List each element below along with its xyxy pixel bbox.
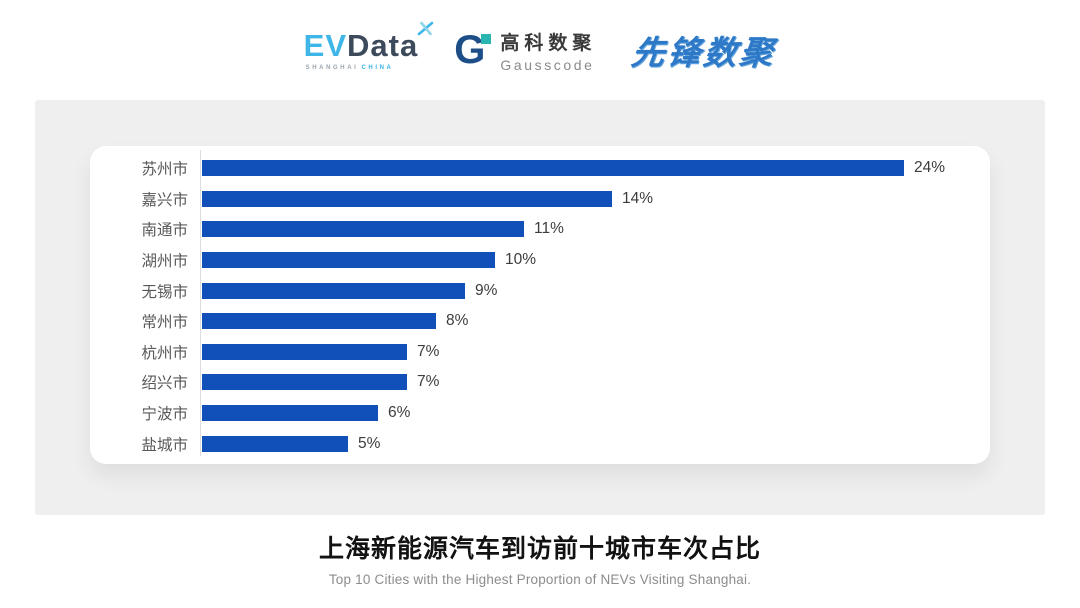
bar-chart: 苏州市 24% 嘉兴市 14% 南通市 11% 湖州市 10% 无锡市 9% 常州市 8% 杭州市 7% 绍… xyxy=(90,153,990,459)
bar xyxy=(202,435,348,452)
chart-title: 上海新能源汽车到访前十城市车次占比 xyxy=(318,535,761,563)
bar-row: 盐城市 5% xyxy=(90,428,990,459)
value-label: 7% xyxy=(417,373,440,391)
value-label: 14% xyxy=(622,189,654,207)
chart-card: 苏州市 24% 嘉兴市 14% 南通市 11% 湖州市 10% 无锡市 9% 常州市 8% 杭州市 7% 绍… xyxy=(90,146,990,464)
value-label: 6% xyxy=(388,404,411,422)
bar xyxy=(202,374,407,391)
chart-panel: 苏州市 24% 嘉兴市 14% 南通市 11% 湖州市 10% 无锡市 9% 常州市 8% 杭州市 7% 绍… xyxy=(35,100,1045,515)
evdata-wordmark: EVData xyxy=(303,21,434,63)
bar-row: 宁波市 6% xyxy=(90,398,990,429)
gausscode-text: 高科数聚 Gausscode xyxy=(500,28,596,73)
value-label: 7% xyxy=(417,342,440,360)
evdata-data-text: Data xyxy=(347,27,419,63)
category-label: 宁波市 xyxy=(141,406,188,424)
y-axis-line xyxy=(200,150,201,456)
evdata-tagline: SHANGHAI CHINA xyxy=(306,65,394,71)
gausscode-en-name: Gausscode xyxy=(500,56,595,73)
bar xyxy=(202,221,524,238)
gausscode-cn-name: 高科数聚 xyxy=(500,32,597,54)
evdata-tagline-shanghai: SHANGHAI xyxy=(305,64,359,71)
value-label: 9% xyxy=(475,281,498,299)
evdata-logo: EVData SHANGHAI CHINA xyxy=(303,21,434,71)
chart-caption: 上海新能源汽车到访前十城市车次占比 Top 10 Cities with the… xyxy=(0,529,1080,587)
bar-row: 湖州市 10% xyxy=(90,245,990,276)
bar xyxy=(202,252,495,269)
bar-row: 无锡市 9% xyxy=(90,275,990,306)
bar xyxy=(202,405,378,422)
gausscode-g-letter: G xyxy=(454,28,486,72)
gausscode-logo: G 高科数聚 Gausscode xyxy=(454,28,596,73)
category-label: 盐城市 xyxy=(141,436,188,454)
evdata-x-icon xyxy=(417,21,434,35)
category-label: 杭州市 xyxy=(141,344,188,362)
bar-row: 苏州市 24% xyxy=(90,153,990,184)
category-label: 嘉兴市 xyxy=(141,191,188,209)
bar-row: 绍兴市 7% xyxy=(90,367,990,398)
pioneer-logo: 先锋数聚 xyxy=(629,34,779,71)
bar xyxy=(202,190,612,207)
category-label: 常州市 xyxy=(141,314,188,332)
category-label: 南通市 xyxy=(141,222,188,240)
bar xyxy=(202,160,904,177)
value-label: 8% xyxy=(446,312,469,330)
value-label: 24% xyxy=(914,159,946,177)
value-label: 11% xyxy=(534,220,564,238)
bar-rows: 苏州市 24% 嘉兴市 14% 南通市 11% 湖州市 10% 无锡市 9% 常州市 8% 杭州市 7% 绍… xyxy=(90,153,990,459)
evdata-ev-text: EV xyxy=(303,27,347,63)
bar-row: 杭州市 7% xyxy=(90,337,990,368)
bar xyxy=(202,282,465,299)
category-label: 绍兴市 xyxy=(141,375,188,393)
bar xyxy=(202,343,407,360)
chart-subtitle: Top 10 Cities with the Highest Proportio… xyxy=(328,572,752,587)
bar-row: 南通市 11% xyxy=(90,214,990,245)
bar-row: 常州市 8% xyxy=(90,306,990,337)
evdata-tagline-china: CHINA xyxy=(361,64,394,71)
bar xyxy=(202,313,436,330)
category-label: 湖州市 xyxy=(141,253,188,271)
category-label: 苏州市 xyxy=(141,161,188,179)
header-logos: EVData SHANGHAI CHINA G 高科数聚 Gausscode 先锋… xyxy=(0,18,1080,82)
value-label: 5% xyxy=(358,434,381,452)
gausscode-square-icon xyxy=(481,34,492,44)
gausscode-g-icon: G xyxy=(454,28,492,72)
category-label: 无锡市 xyxy=(141,283,188,301)
bar-row: 嘉兴市 14% xyxy=(90,184,990,215)
value-label: 10% xyxy=(505,251,537,269)
